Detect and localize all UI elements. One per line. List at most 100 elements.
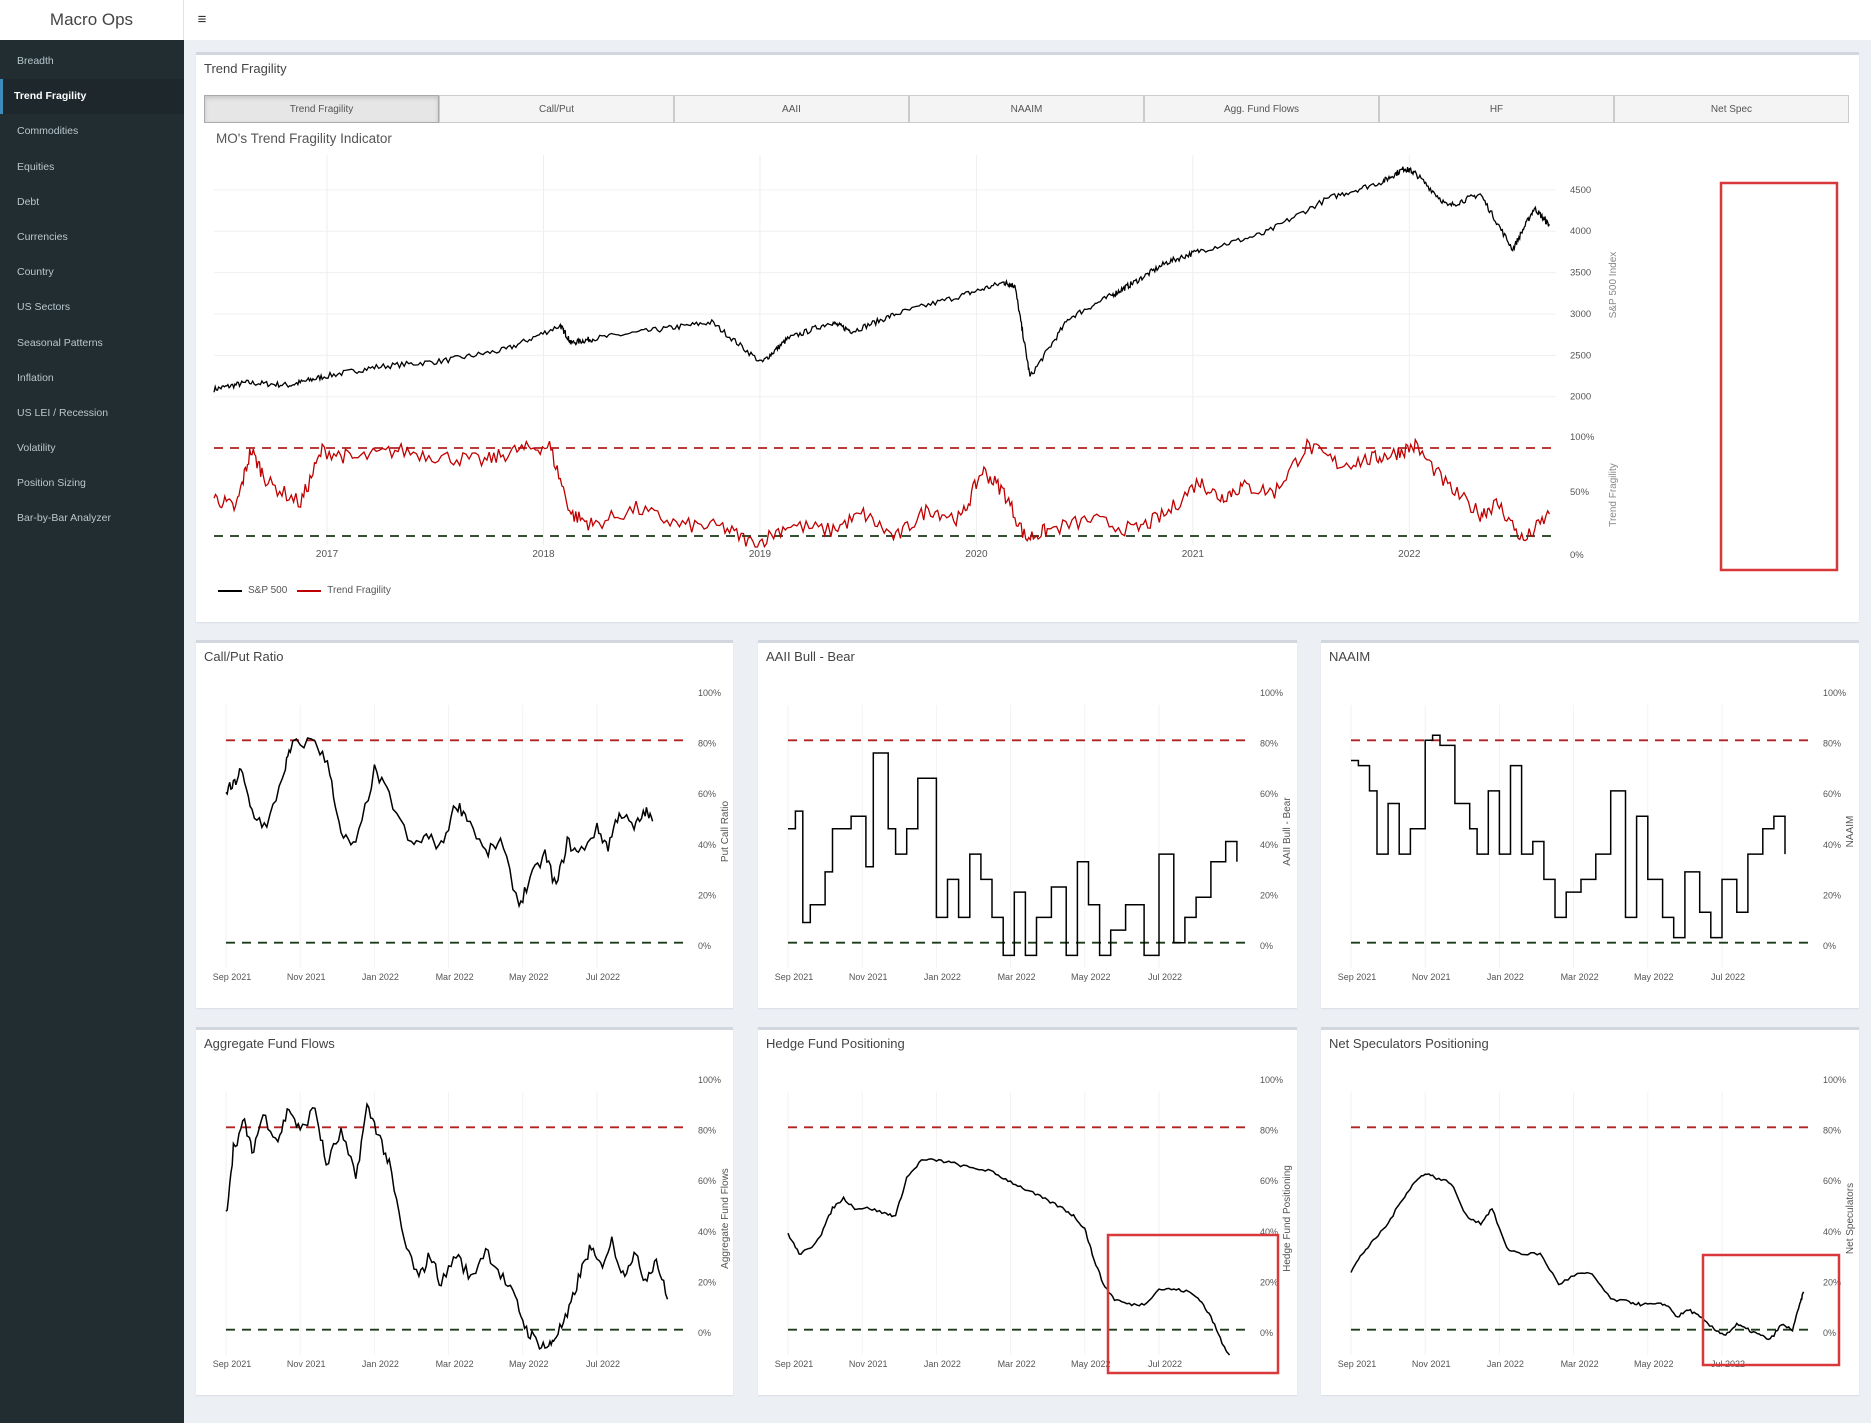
highlight-box <box>1719 181 1839 572</box>
y-tick-label: 4000 <box>1570 226 1591 237</box>
x-tick-label: Sep 2021 <box>213 1359 252 1369</box>
sidebar-item[interactable]: Breadth <box>17 55 54 67</box>
sidebar-item[interactable]: Trend Fragility <box>0 79 184 115</box>
legend-swatch-sp500 <box>218 589 242 592</box>
x-tick-label: May 2022 <box>1634 1359 1674 1369</box>
y-tick-label: 0% <box>698 941 711 951</box>
x-tick-label: Jul 2022 <box>586 972 620 982</box>
x-tick-label: 2020 <box>965 549 988 560</box>
sidebar-item[interactable]: Position Sizing <box>17 477 86 490</box>
aaii-box: AAII Bull - Bear Sep 2021 Nov 2021 Jan 202… <box>758 640 1297 1008</box>
x-tick-label: Sep 2021 <box>1338 1359 1377 1369</box>
series-line <box>1351 734 1786 939</box>
series-line <box>1350 1173 1805 1341</box>
tab-4[interactable]: Agg. Fund Flows <box>1144 95 1379 123</box>
legend-label-trend-fragility[interactable]: Trend Fragility <box>327 585 391 596</box>
x-tick-label: Jan 2022 <box>362 972 399 982</box>
sidebar-item[interactable]: Volatility <box>17 442 56 455</box>
box-title: Trend Fragility <box>204 61 287 76</box>
x-tick-label: Jan 2022 <box>1487 1359 1524 1369</box>
y-axis-title-lower: Trend Fragility <box>1608 463 1619 527</box>
y-tick-label: 80% <box>1823 1126 1841 1136</box>
y-axis-title: AAII Bull - Bear <box>1282 797 1293 866</box>
y-tick-label: 80% <box>1260 1126 1278 1136</box>
y-tick-label: 60% <box>1823 1176 1841 1186</box>
y-tick-label: 40% <box>698 840 716 850</box>
y-tick-label: 60% <box>698 1176 716 1186</box>
box-title: Aggregate Fund Flows <box>204 1036 335 1051</box>
highlight-box <box>1701 1253 1841 1367</box>
y-tick-label: 80% <box>698 739 716 749</box>
brand-logo[interactable]: Macro Ops <box>0 0 184 40</box>
sidebar-item[interactable]: Debt <box>17 195 40 208</box>
y-axis-title-upper: S&P 500 Index <box>1608 252 1619 319</box>
sidebar-item[interactable]: US Sectors <box>17 301 71 314</box>
y-tick-label: 20% <box>698 1277 716 1287</box>
y-tick-label: 0% <box>1260 941 1273 951</box>
box-title: Call/Put Ratio <box>204 649 284 664</box>
x-tick-label: May 2022 <box>1634 972 1674 982</box>
y-tick-label: 80% <box>1823 739 1841 749</box>
hedge-fund-chart: Sep 2021 Nov 2021 Jan 2022 Mar 2022 May 2022… <box>775 1075 1293 1375</box>
x-tick-label: Jul 2022 <box>1148 1359 1182 1369</box>
sidebar-item[interactable]: Equities <box>17 160 55 173</box>
tab-2[interactable]: AAII <box>674 95 909 123</box>
naaim-chart: Sep 2021 Nov 2021 Jan 2022 Mar 2022 May 2022… <box>1338 688 1856 982</box>
tab-5[interactable]: HF <box>1379 95 1614 123</box>
legend-label-sp500[interactable]: S&P 500 <box>248 585 288 596</box>
series-trend-fragility <box>213 437 1551 549</box>
x-tick-label: May 2022 <box>509 1359 549 1369</box>
x-tick-label: Nov 2021 <box>1412 972 1451 982</box>
y-tick-label: 60% <box>1260 789 1278 799</box>
series-sp500 <box>213 166 1550 393</box>
chart-title: MO's Trend Fragility Indicator <box>216 131 392 146</box>
sidebar-item[interactable]: Inflation <box>17 371 54 384</box>
x-tick-label: Sep 2021 <box>213 972 252 982</box>
y-axis-title: Hedge Fund Positioning <box>1282 1165 1293 1272</box>
y-axis-title: NAAIM <box>1845 816 1856 848</box>
x-tick-label: Jul 2022 <box>1148 972 1182 982</box>
box-title: AAII Bull - Bear <box>766 649 855 664</box>
sidebar-item[interactable]: US LEI / Recession <box>17 406 109 419</box>
x-tick-label: Jan 2022 <box>924 1359 961 1369</box>
series-line <box>225 737 654 909</box>
series-line <box>787 1158 1231 1356</box>
y-tick-label: 20% <box>1260 1277 1278 1287</box>
hamburger-icon[interactable]: ≡ <box>197 11 207 28</box>
tab-1[interactable]: Call/Put <box>439 95 674 123</box>
tab-6[interactable]: Net Spec <box>1614 95 1849 123</box>
y-tick-label: 60% <box>698 789 716 799</box>
box-title: Hedge Fund Positioning <box>766 1036 905 1051</box>
x-tick-label: Nov 2021 <box>1412 1359 1451 1369</box>
x-tick-label: Sep 2021 <box>1338 972 1377 982</box>
x-tick-label: 2017 <box>316 549 339 560</box>
y-tick-label: 20% <box>1823 890 1841 900</box>
y-tick-label: 3500 <box>1570 268 1591 279</box>
x-tick-label: Jul 2022 <box>1711 972 1745 982</box>
tab-3[interactable]: NAAIM <box>909 95 1144 123</box>
tab-0[interactable]: Trend Fragility <box>204 95 439 123</box>
y-tick-label: 0% <box>1570 550 1584 561</box>
hedge-fund-box: Hedge Fund Positioning Sep 2021 Nov 2021 J… <box>758 1027 1297 1395</box>
y-tick-label: 100% <box>1823 688 1846 698</box>
call-put-box: Call/Put Ratio Sep 2021 Nov 2021 Jan 2022 M… <box>196 640 733 1008</box>
x-tick-label: May 2022 <box>509 972 549 982</box>
sidebar-item[interactable]: Currencies <box>17 230 68 243</box>
sidebar: Breadth Trend Fragility Commodities Equitie… <box>0 40 184 1423</box>
y-tick-label: 100% <box>1260 1075 1283 1085</box>
fund-flows-box: Aggregate Fund Flows Sep 2021 Nov 2021 Jan… <box>196 1027 733 1395</box>
y-tick-label: 20% <box>1823 1277 1841 1287</box>
aaii-chart: Sep 2021 Nov 2021 Jan 2022 Mar 2022 May 2022… <box>775 688 1293 982</box>
x-tick-label: Sep 2021 <box>775 972 814 982</box>
sidebar-item[interactable]: Bar-by-Bar Analyzer <box>17 512 111 525</box>
chart-legend: S&P 500 Trend Fragility <box>218 585 391 596</box>
sidebar-item[interactable]: Seasonal Patterns <box>17 336 103 349</box>
y-tick-label: 80% <box>698 1126 716 1136</box>
trend-fragility-chart: 2017 2018 2019 2020 2021 2022 4500 4000 3500 3000… <box>213 155 1839 572</box>
y-tick-label: 40% <box>1260 1227 1278 1237</box>
sidebar-item[interactable]: Commodities <box>17 125 79 138</box>
series-line <box>788 752 1238 957</box>
sidebar-item[interactable]: Country <box>17 266 54 279</box>
x-tick-label: May 2022 <box>1071 972 1111 982</box>
y-tick-label: 20% <box>1260 890 1278 900</box>
